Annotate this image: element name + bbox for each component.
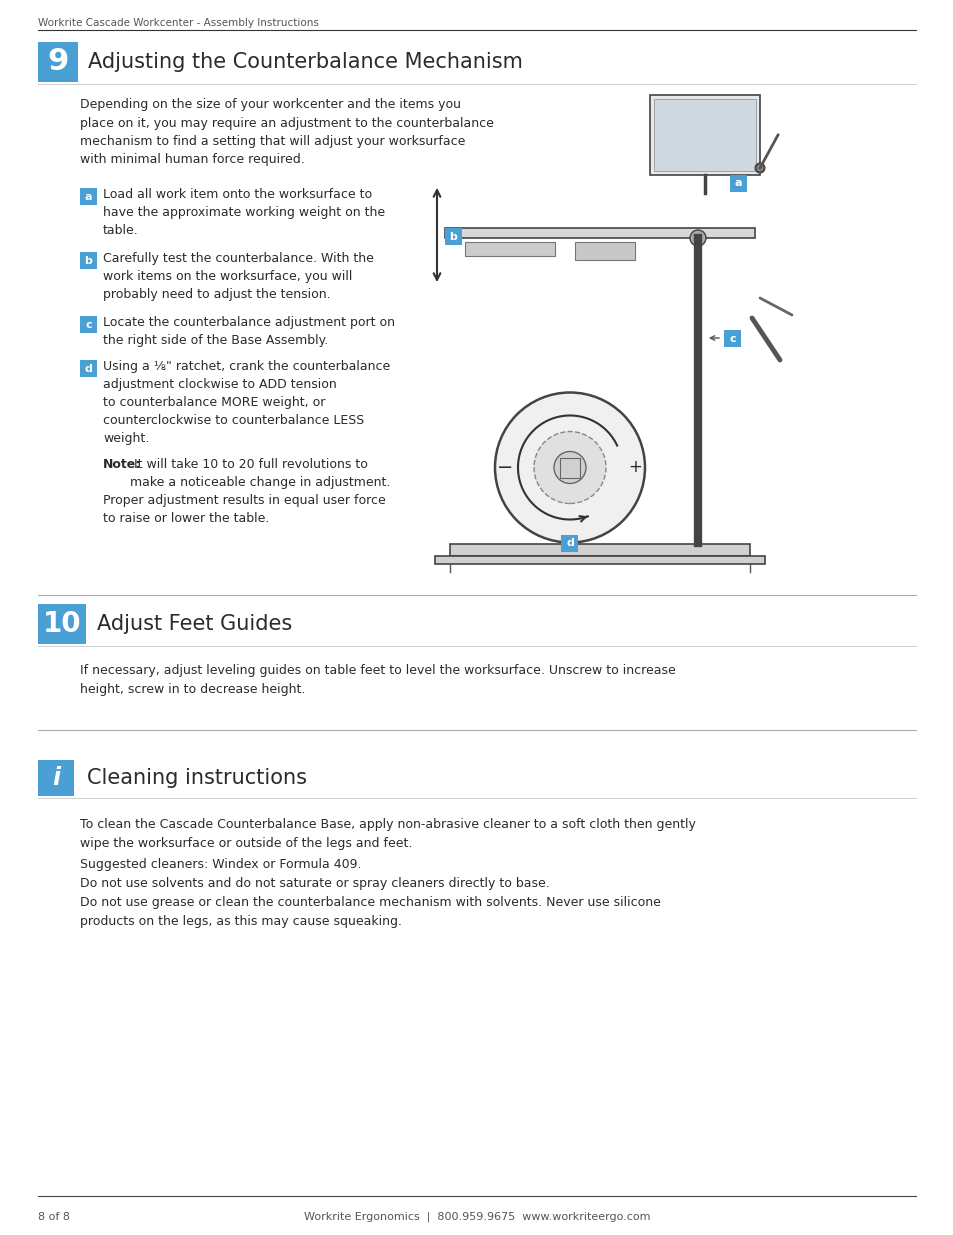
Bar: [80, 188, 97, 205]
Text: Adjusting the Counterbalance Mechanism: Adjusting the Counterbalance Mechanism: [88, 52, 522, 72]
Text: 9: 9: [48, 47, 69, 77]
Bar: [654, 99, 755, 170]
Text: d: d: [565, 538, 574, 548]
Text: Proper adjustment results in equal user force
to raise or lower the table.: Proper adjustment results in equal user …: [103, 494, 385, 525]
Bar: [38, 42, 78, 82]
Text: −: −: [497, 458, 513, 477]
Text: b: b: [449, 231, 456, 242]
Bar: [723, 330, 740, 347]
Text: If necessary, adjust leveling guides on table feet to level the worksurface. Uns: If necessary, adjust leveling guides on …: [80, 664, 675, 695]
Bar: [450, 543, 749, 556]
Text: d: d: [85, 363, 92, 373]
Bar: [435, 556, 764, 564]
Text: To clean the Cascade Counterbalance Base, apply non-abrasive cleaner to a soft c: To clean the Cascade Counterbalance Base…: [80, 818, 695, 850]
Text: +: +: [627, 458, 641, 477]
Bar: [38, 760, 74, 797]
Bar: [38, 604, 86, 643]
Text: Cleaning instructions: Cleaning instructions: [87, 768, 307, 788]
Text: Adjust Feet Guides: Adjust Feet Guides: [97, 614, 292, 634]
Bar: [444, 228, 461, 245]
Bar: [80, 316, 97, 333]
Bar: [561, 535, 578, 552]
Text: c: c: [728, 333, 735, 343]
Bar: [444, 228, 754, 238]
Text: Load all work item onto the worksurface to
have the approximate working weight o: Load all work item onto the worksurface …: [103, 188, 385, 237]
Bar: [80, 359, 97, 377]
Circle shape: [534, 431, 605, 504]
Bar: [649, 95, 760, 175]
Text: c: c: [85, 320, 91, 330]
Text: Workrite Cascade Workcenter - Assembly Instructions: Workrite Cascade Workcenter - Assembly I…: [38, 19, 318, 28]
Circle shape: [755, 164, 763, 172]
Text: Depending on the size of your workcenter and the items you
place on it, you may : Depending on the size of your workcenter…: [80, 98, 494, 167]
Text: It will take 10 to 20 full revolutions to
make a noticeable change in adjustment: It will take 10 to 20 full revolutions t…: [130, 458, 390, 489]
Text: Suggested cleaners: Windex or Formula 409.
Do not use solvents and do not satura: Suggested cleaners: Windex or Formula 40…: [80, 858, 549, 889]
Text: Workrite Ergonomics  |  800.959.9675  www.workriteergo.com: Workrite Ergonomics | 800.959.9675 www.w…: [303, 1212, 650, 1223]
Bar: [729, 175, 746, 191]
Text: Using a ⅛" ratchet, crank the counterbalance
adjustment clockwise to ADD tension: Using a ⅛" ratchet, crank the counterbal…: [103, 359, 390, 445]
Text: 10: 10: [43, 610, 81, 638]
Text: a: a: [734, 179, 741, 189]
Text: b: b: [85, 256, 92, 266]
Circle shape: [754, 163, 764, 173]
Text: Locate the counterbalance adjustment port on
the right side of the Base Assembly: Locate the counterbalance adjustment por…: [103, 316, 395, 347]
Circle shape: [554, 452, 585, 483]
Text: Note:: Note:: [103, 458, 141, 471]
Bar: [80, 252, 97, 269]
Text: a: a: [85, 191, 92, 201]
Text: Carefully test the counterbalance. With the
work items on the worksurface, you w: Carefully test the counterbalance. With …: [103, 252, 374, 301]
Bar: [464, 242, 555, 256]
Text: Do not use grease or clean the counterbalance mechanism with solvents. Never use: Do not use grease or clean the counterba…: [80, 897, 660, 927]
Circle shape: [495, 393, 644, 542]
Bar: [575, 242, 635, 261]
Text: 8 of 8: 8 of 8: [38, 1212, 70, 1221]
Text: i: i: [51, 766, 60, 790]
Circle shape: [689, 230, 705, 246]
